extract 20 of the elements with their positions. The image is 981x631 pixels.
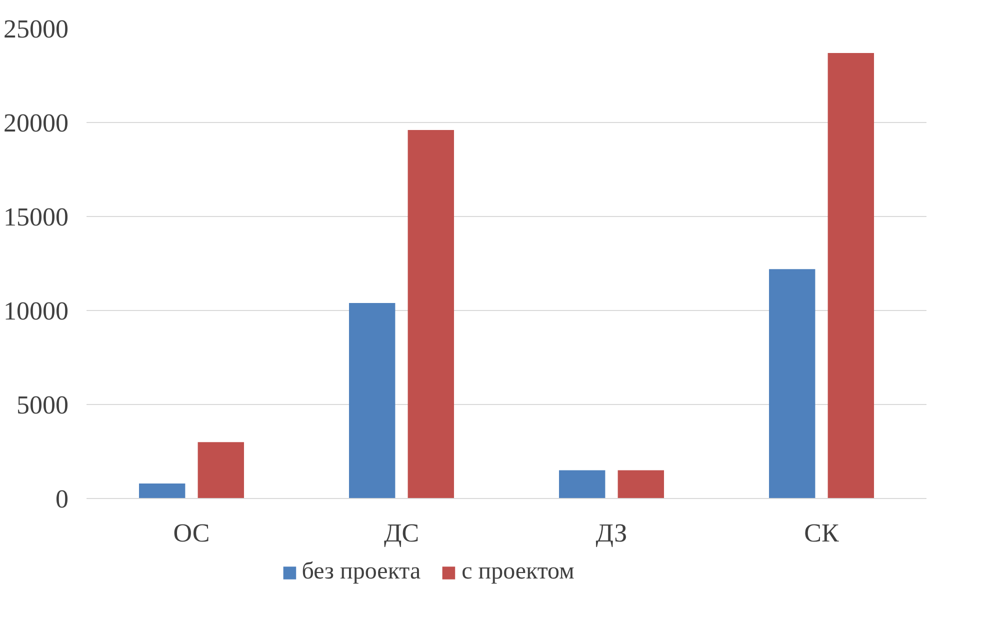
y-tick-label: 15000	[4, 202, 68, 232]
y-tick-label: 20000	[4, 108, 68, 138]
bar	[618, 470, 664, 498]
bar	[828, 52, 874, 498]
x-tick-label: СК	[804, 518, 840, 548]
legend-label: с проектом	[462, 558, 574, 586]
bar	[198, 442, 244, 498]
y-tick-label: 0	[56, 484, 68, 514]
bar	[139, 483, 186, 498]
bar	[769, 269, 816, 498]
x-tick-label: ДС	[384, 518, 420, 548]
y-tick-label: 5000	[16, 390, 68, 420]
legend-label: без проекта	[302, 558, 421, 586]
y-tick-label: 25000	[4, 14, 68, 44]
y-tick-label: 10000	[4, 296, 68, 326]
bar	[349, 302, 396, 498]
x-tick-label: ДЗ	[596, 518, 628, 548]
bar	[559, 470, 606, 498]
bar	[408, 130, 454, 498]
x-tick-label: ОС	[173, 518, 210, 548]
